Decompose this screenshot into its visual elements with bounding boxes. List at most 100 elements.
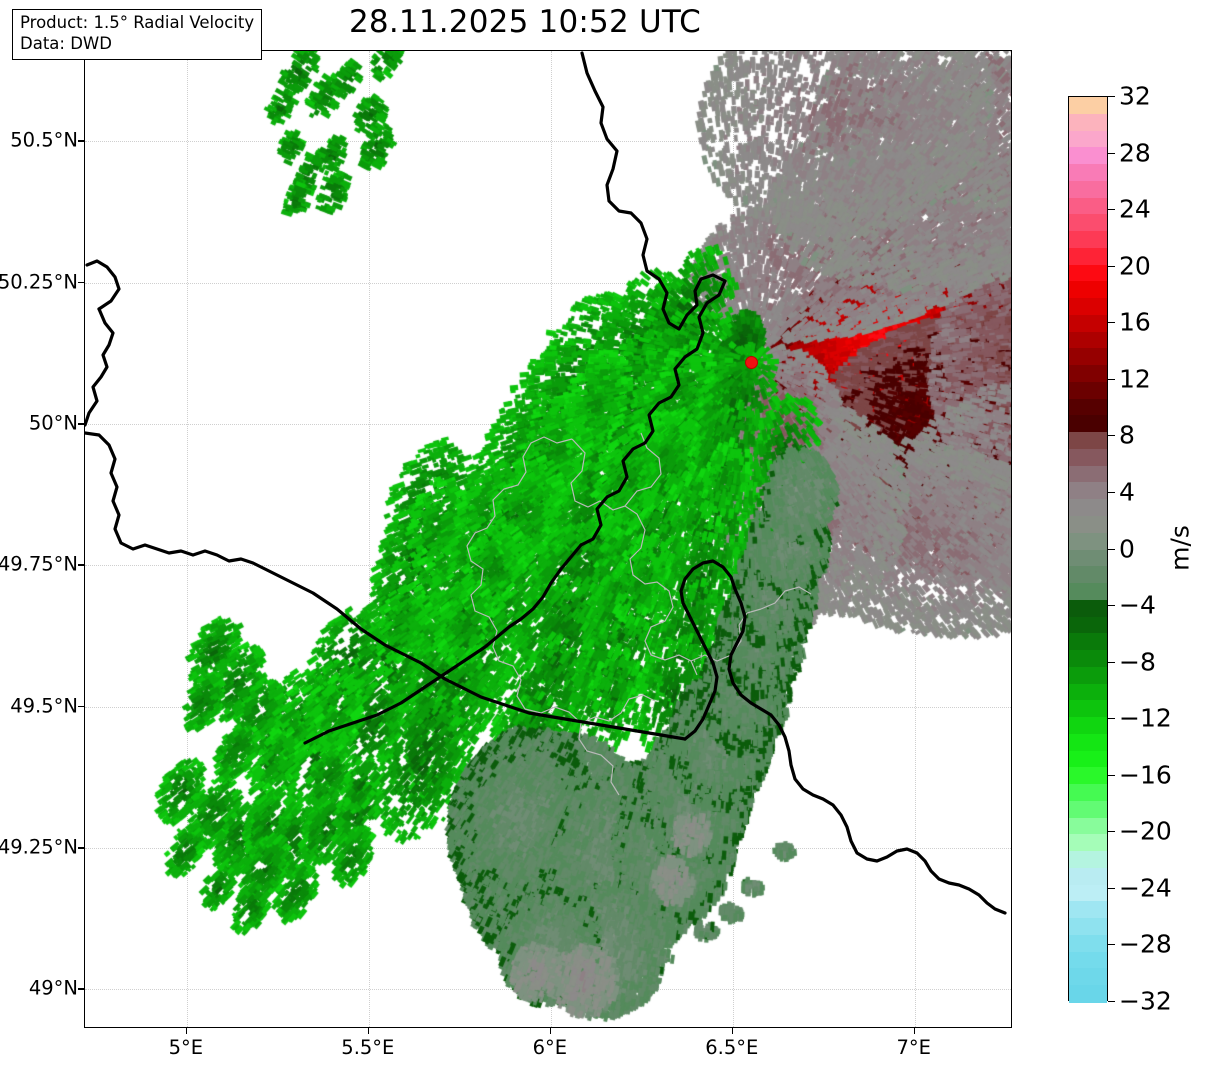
colorbar-band — [1069, 650, 1107, 668]
colorbar-band — [1069, 700, 1107, 718]
x-axis-tick-mark — [731, 1028, 734, 1034]
y-axis-tick-label: 50.5°N — [10, 128, 78, 152]
colorbar-tick-mark — [1108, 661, 1115, 663]
x-axis-tick-label: 6°E — [532, 1036, 568, 1059]
y-axis-tick-label: 50.25°N — [0, 270, 78, 294]
colorbar-tick-label: −8 — [1119, 647, 1156, 677]
radar-site-marker[interactable] — [745, 356, 759, 370]
colorbar-band — [1069, 113, 1107, 132]
y-axis-tick-mark — [78, 140, 84, 143]
x-axis-tick-mark — [185, 1028, 188, 1034]
colorbar-band — [1069, 264, 1107, 283]
product-info-box: Product: 1.5° Radial Velocity Data: DWD — [12, 9, 263, 60]
y-axis-tick-mark — [78, 988, 84, 991]
colorbar — [1068, 96, 1108, 1003]
colorbar-band — [1069, 784, 1107, 802]
colorbar-band — [1069, 499, 1107, 517]
colorbar-band — [1069, 97, 1107, 115]
colorbar-band — [1069, 934, 1107, 953]
colorbar-band — [1069, 951, 1107, 970]
product-line: Product: 1.5° Radial Velocity — [20, 13, 255, 32]
colorbar-band — [1069, 566, 1107, 584]
colorbar-tick-mark — [1108, 774, 1115, 776]
colorbar-tick-mark — [1108, 548, 1115, 550]
colorbar-band — [1069, 666, 1107, 685]
colorbar-tick-label: 4 — [1119, 477, 1135, 507]
colorbar-tick-label: −4 — [1119, 590, 1156, 620]
y-axis-tick-mark — [78, 847, 84, 849]
colorbar-tick-mark — [1108, 152, 1115, 154]
colorbar-band — [1069, 985, 1107, 1003]
colorbar-band — [1069, 549, 1107, 567]
colorbar-band — [1069, 733, 1107, 752]
colorbar-band — [1069, 164, 1107, 182]
colorbar-tick-label: 0 — [1119, 534, 1135, 563]
colorbar-tick-mark — [1108, 831, 1115, 833]
y-axis-tick-label: 49.75°N — [0, 552, 78, 576]
colorbar-band — [1069, 130, 1107, 148]
colorbar-band — [1069, 901, 1107, 919]
colorbar-tick-label: 20 — [1119, 251, 1151, 281]
colorbar-band — [1069, 381, 1107, 400]
colorbar-band — [1069, 834, 1107, 852]
colorbar-tick-mark — [1108, 887, 1115, 889]
colorbar-band — [1069, 599, 1107, 618]
colorbar-band — [1069, 465, 1107, 484]
page-title: 28.11.2025 10:52 UTC — [349, 4, 701, 40]
colorbar-band — [1069, 851, 1107, 869]
x-axis-tick-label: 7°E — [896, 1036, 931, 1059]
colorbar-band — [1069, 968, 1107, 986]
x-axis-tick-mark — [913, 1028, 916, 1034]
colorbar-band — [1069, 314, 1107, 333]
colorbar-tick-label: 16 — [1119, 307, 1151, 337]
x-axis-tick-mark — [549, 1028, 552, 1034]
colorbar-band — [1069, 817, 1107, 836]
colorbar-band — [1069, 800, 1107, 819]
colorbar-band — [1069, 532, 1107, 551]
colorbar-tick-label: −24 — [1119, 873, 1172, 903]
colorbar-tick-label: 8 — [1119, 420, 1135, 450]
x-axis-tick-mark — [367, 1028, 370, 1034]
colorbar-band — [1069, 884, 1107, 903]
colorbar-band — [1069, 717, 1107, 735]
radar-map-plot[interactable] — [84, 50, 1012, 1028]
x-axis-tick-label: 5°E — [168, 1036, 204, 1059]
colorbar-tick-mark — [1108, 265, 1115, 267]
y-axis-tick-label: 50°N — [28, 411, 78, 435]
colorbar-band — [1069, 683, 1107, 702]
colorbar-band — [1069, 633, 1107, 651]
x-axis-tick-label: 5.5°E — [341, 1036, 395, 1059]
colorbar-band — [1069, 482, 1107, 500]
country-borders-layer — [85, 51, 1007, 915]
colorbar-tick-mark — [1108, 944, 1115, 946]
colorbar-band — [1069, 180, 1107, 199]
y-axis-tick-label: 49.5°N — [10, 694, 78, 718]
colorbar-band — [1069, 247, 1107, 266]
colorbar-band — [1069, 583, 1107, 601]
colorbar-band — [1069, 147, 1107, 165]
colorbar-tick-label: −12 — [1119, 703, 1172, 733]
colorbar-band — [1069, 231, 1107, 249]
colorbar-unit-label: m/s — [1165, 525, 1195, 571]
colorbar-tick-label: 12 — [1119, 364, 1151, 394]
colorbar-band — [1069, 515, 1107, 534]
colorbar-band — [1069, 616, 1107, 634]
colorbar-tick-label: 24 — [1119, 194, 1151, 224]
colorbar-band — [1069, 348, 1107, 366]
y-axis-tick-label: 49°N — [28, 976, 78, 1000]
colorbar-tick-mark — [1108, 435, 1115, 437]
map-canvas — [85, 51, 1011, 1027]
colorbar-band — [1069, 365, 1107, 383]
colorbar-tick-label: 28 — [1119, 138, 1151, 168]
x-axis-tick-label: 6.5°E — [705, 1036, 759, 1059]
data-source-line: Data: DWD — [20, 33, 112, 53]
colorbar-tick-mark — [1108, 718, 1115, 720]
colorbar-band — [1069, 750, 1107, 769]
colorbar-band — [1069, 331, 1107, 350]
colorbar-tick-label: 32 — [1119, 81, 1151, 111]
colorbar-tick-mark — [1108, 96, 1115, 97]
colorbar-tick-label: −16 — [1119, 760, 1172, 790]
y-axis-tick-mark — [78, 281, 84, 284]
colorbar-band — [1069, 432, 1107, 450]
colorbar-band — [1069, 867, 1107, 886]
